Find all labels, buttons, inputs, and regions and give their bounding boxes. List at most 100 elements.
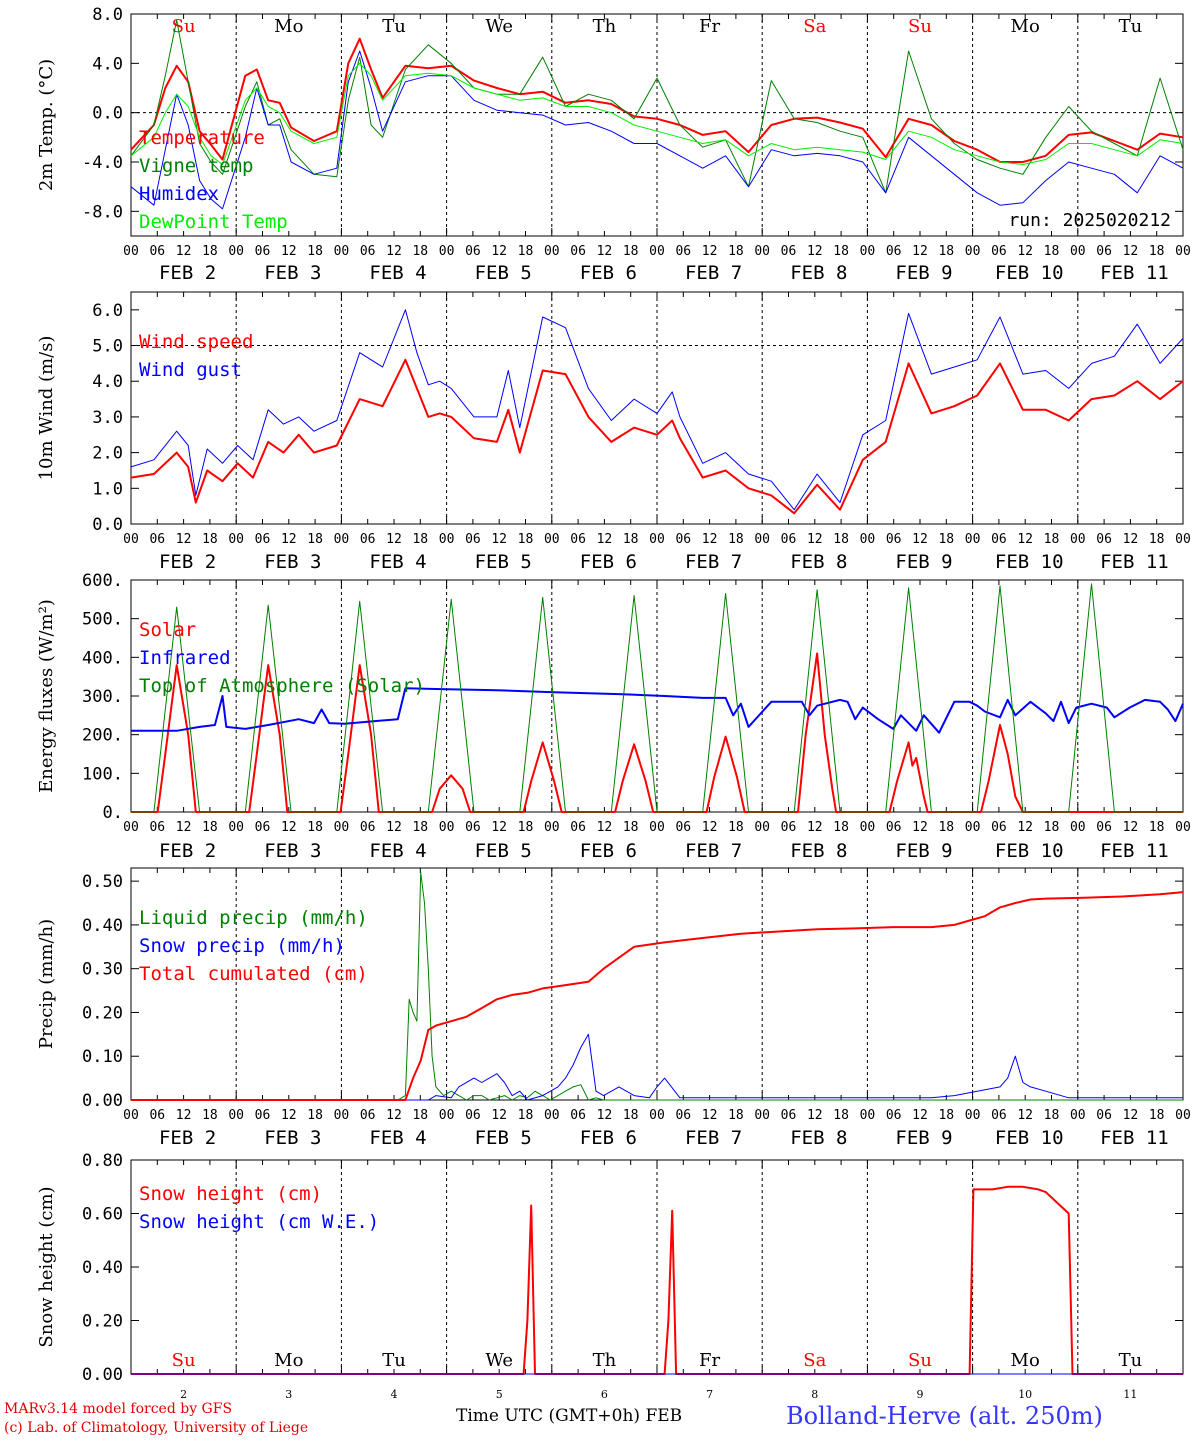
- weekday-label: Su: [908, 16, 932, 37]
- hour-tick-label: 18: [202, 244, 218, 259]
- hour-tick-label: 18: [1149, 244, 1165, 259]
- hour-tick-label: 00: [649, 1108, 665, 1123]
- hour-tick-label: 06: [570, 532, 586, 547]
- footer-model: MARv3.14 model forced by GFS: [4, 1401, 233, 1417]
- hour-tick-label: 00: [439, 532, 455, 547]
- hour-tick-label: 18: [728, 1108, 744, 1123]
- date-label: FEB 2: [159, 262, 216, 284]
- footer-credits: MARv3.14 model forced by GFS (c) Lab. of…: [4, 1400, 308, 1438]
- hour-tick-label: 18: [307, 244, 323, 259]
- hour-tick-label: 00: [649, 532, 665, 547]
- hour-tick-label: 12: [912, 820, 928, 835]
- y-tick-label: 3.0: [92, 408, 123, 428]
- hour-tick-label: 00: [860, 244, 876, 259]
- hour-tick-label: 12: [807, 244, 823, 259]
- hour-tick-label: 00: [544, 820, 560, 835]
- hour-tick-label: 18: [1149, 1108, 1165, 1123]
- hour-tick-label: 00: [754, 820, 770, 835]
- day-number-label: 3: [285, 1388, 292, 1401]
- hour-tick-label: 12: [281, 244, 297, 259]
- hour-tick-label: 12: [702, 1108, 718, 1123]
- hour-tick-label: 12: [281, 532, 297, 547]
- series-line-infrared: [131, 687, 1184, 734]
- date-label: FEB 10: [995, 840, 1064, 862]
- legend-entry: DewPoint Temp: [139, 211, 288, 233]
- hour-tick-label: 06: [1096, 244, 1112, 259]
- weekday-label: Tu: [382, 1350, 406, 1371]
- hour-tick-label: 12: [702, 244, 718, 259]
- hour-tick-label: 12: [597, 532, 613, 547]
- day-number-label: 9: [917, 1388, 924, 1401]
- hour-tick-label: 18: [202, 532, 218, 547]
- chart-panel-3: 0. 100. 200. 300. 400. 500. 600. Energy fluxes …: [36, 571, 1191, 862]
- hour-tick-label: 12: [176, 1108, 192, 1123]
- weekday-label: Mo: [274, 1350, 303, 1371]
- hour-tick-label: 00: [1070, 820, 1086, 835]
- y-axis-label: 2m Temp. (°C): [36, 59, 57, 191]
- y-tick-label: 4.0: [92, 54, 123, 74]
- hour-tick-label: 00: [544, 244, 560, 259]
- date-label: FEB 3: [264, 262, 321, 284]
- date-label: FEB 7: [685, 262, 742, 284]
- y-tick-label: 4.0: [92, 372, 123, 392]
- hour-tick-label: 00: [544, 532, 560, 547]
- legend-entry: Top of Atmosphere (Solar): [139, 675, 425, 697]
- hour-tick-label: 18: [1044, 1108, 1060, 1123]
- hour-tick-label: 06: [255, 244, 271, 259]
- y-tick-label: 400.: [82, 648, 123, 668]
- hour-tick-label: 00: [1070, 244, 1086, 259]
- legend-entry: Liquid precip (mm/h): [139, 907, 368, 929]
- hour-tick-label: 00: [1175, 532, 1191, 547]
- date-label: FEB 8: [790, 1127, 847, 1149]
- y-tick-label: -8.0: [82, 202, 123, 222]
- hour-tick-label: 06: [675, 532, 691, 547]
- legend-entry: Snow height (cm): [139, 1183, 322, 1205]
- hour-tick-label: 00: [965, 1108, 981, 1123]
- hour-tick-label: 00: [123, 532, 139, 547]
- date-label: FEB 3: [264, 551, 321, 573]
- hour-tick-label: 06: [781, 244, 797, 259]
- y-tick-label: 2.0: [92, 444, 123, 464]
- date-label: FEB 9: [895, 1127, 952, 1149]
- series-line-snow-precip-mm-h-: [131, 1033, 1183, 1101]
- hour-tick-label: 00: [439, 244, 455, 259]
- date-label: FEB 6: [580, 1127, 637, 1149]
- legend-entry: Wind speed: [139, 331, 253, 353]
- hour-tick-label: 12: [1017, 244, 1033, 259]
- hour-tick-label: 00: [754, 1108, 770, 1123]
- date-label: FEB 6: [580, 262, 637, 284]
- hour-tick-label: 06: [675, 820, 691, 835]
- hour-tick-label: 00: [1175, 244, 1191, 259]
- series-line-humidex: [130, 50, 1184, 210]
- date-label: FEB 10: [995, 262, 1064, 284]
- date-label: FEB 11: [1100, 840, 1169, 862]
- legend-entry: Humidex: [139, 183, 219, 205]
- date-label: FEB 6: [580, 551, 637, 573]
- hour-tick-label: 06: [149, 820, 165, 835]
- hour-tick-label: 06: [991, 244, 1007, 259]
- hour-tick-label: 18: [412, 244, 428, 259]
- hour-tick-label: 12: [597, 820, 613, 835]
- hour-tick-label: 18: [1044, 820, 1060, 835]
- hour-tick-label: 06: [360, 244, 376, 259]
- hour-tick-label: 00: [334, 532, 350, 547]
- hour-tick-label: 18: [1044, 532, 1060, 547]
- legend-entry: Snow height (cm W.E.): [139, 1211, 379, 1233]
- hour-tick-label: 18: [412, 820, 428, 835]
- hour-tick-label: 12: [1017, 532, 1033, 547]
- series-line-wind-gust: [130, 309, 1184, 511]
- date-label: FEB 7: [685, 840, 742, 862]
- hour-tick-label: 18: [833, 820, 849, 835]
- hour-tick-label: 00: [334, 820, 350, 835]
- hour-tick-label: 06: [991, 820, 1007, 835]
- hour-tick-label: 18: [833, 532, 849, 547]
- hour-tick-label: 12: [1123, 1108, 1139, 1123]
- date-label: FEB 4: [369, 262, 426, 284]
- weekday-label: Th: [593, 16, 617, 37]
- y-tick-label: 0.0: [92, 104, 123, 124]
- hour-tick-label: 06: [1096, 1108, 1112, 1123]
- day-number-label: 10: [1018, 1388, 1032, 1401]
- hour-tick-label: 06: [675, 1108, 691, 1123]
- hour-tick-label: 06: [1096, 820, 1112, 835]
- series-line-wind-speed: [130, 358, 1184, 515]
